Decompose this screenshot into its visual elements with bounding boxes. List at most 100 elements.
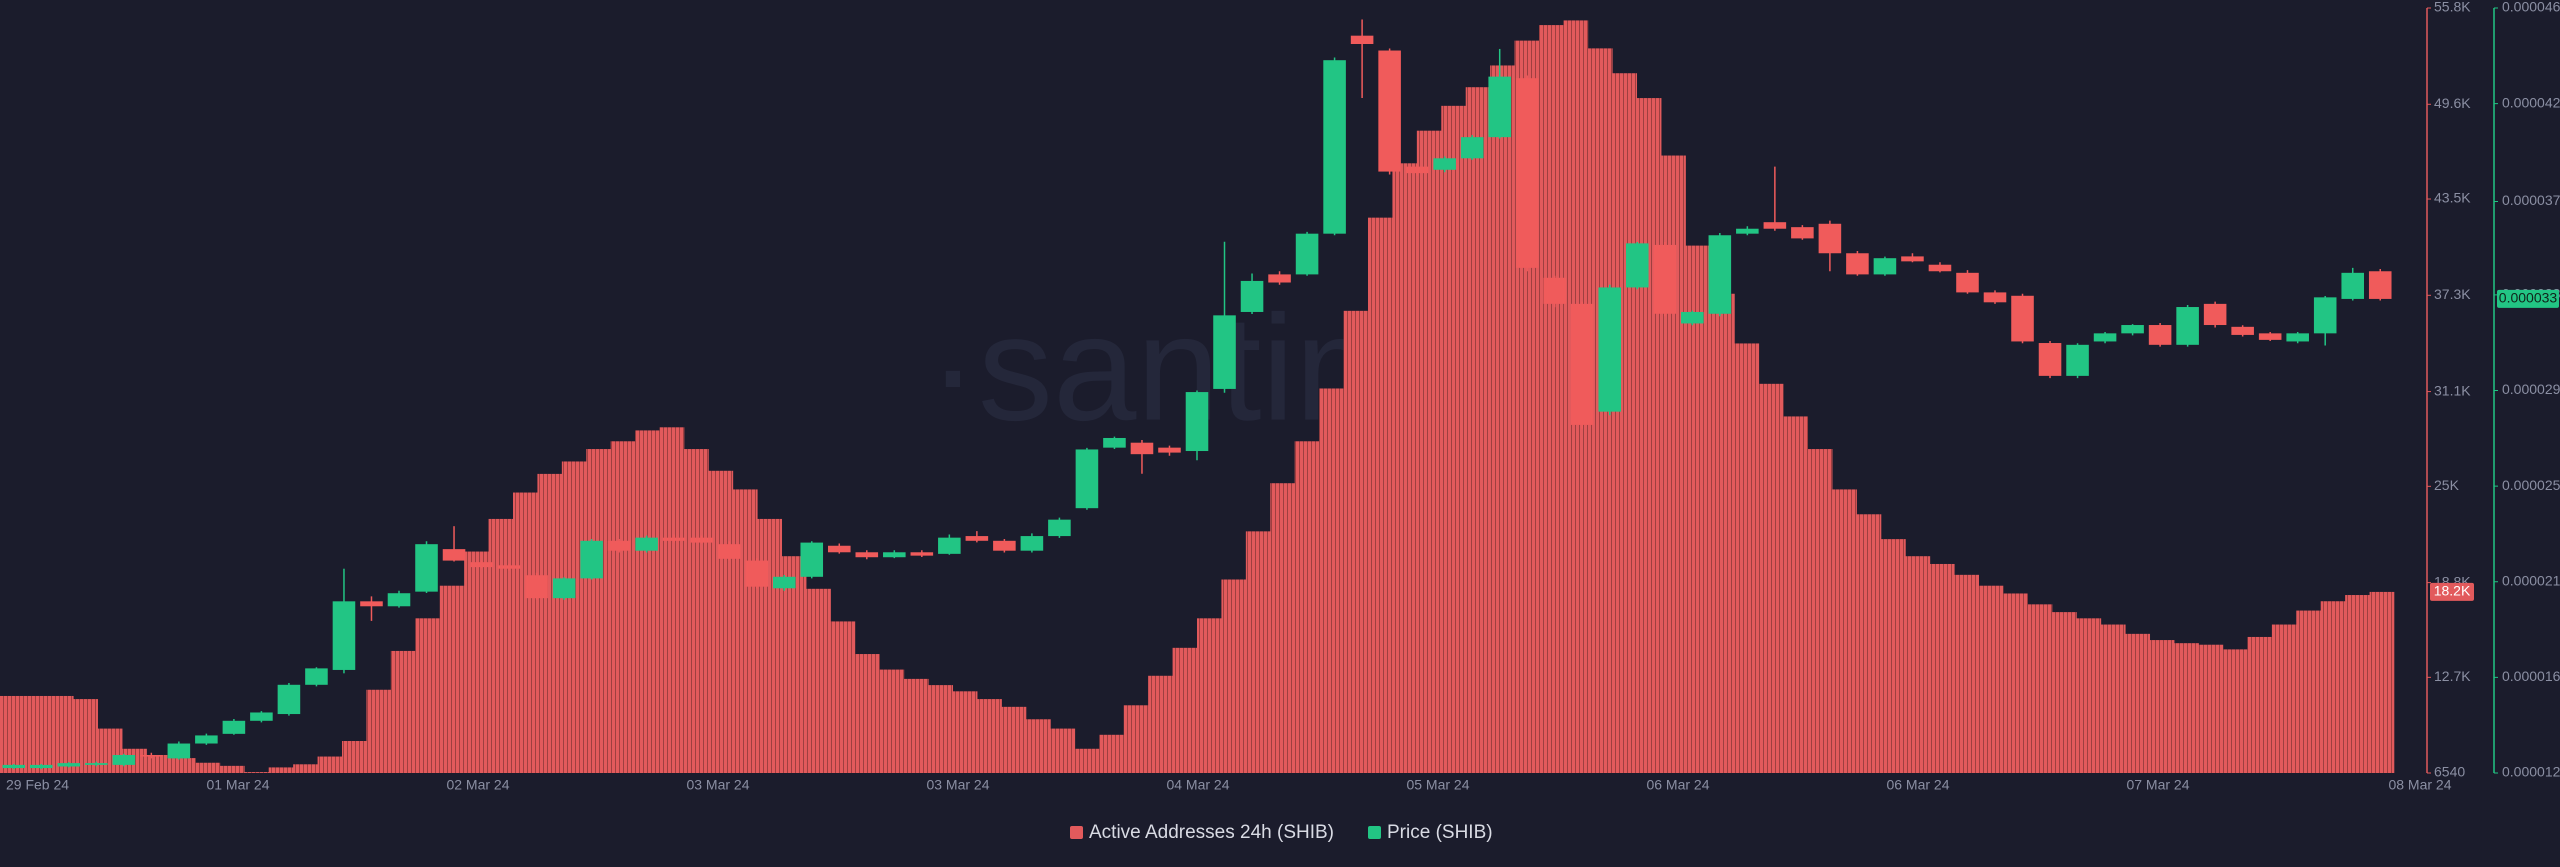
candle-body (1213, 315, 1236, 389)
bar (439, 585, 465, 773)
legend-label: Price (SHIB) (1387, 822, 1493, 843)
bar (1319, 388, 1344, 773)
bar (1783, 416, 1809, 773)
y-tick-label: 49.6K (2434, 95, 2471, 111)
bar (1539, 25, 1564, 774)
x-tick-label: 03 Mar 24 (926, 777, 989, 793)
bar (732, 489, 758, 773)
candle-body (140, 755, 163, 757)
bar (1172, 647, 1198, 773)
bar (2369, 591, 2395, 773)
bar (1294, 441, 1320, 773)
candle-body (332, 601, 356, 670)
candle-body (2286, 333, 2309, 342)
bar (317, 756, 343, 773)
bar (659, 427, 685, 773)
candle-body (1323, 60, 1346, 234)
bar (586, 449, 612, 773)
candle-body (112, 755, 136, 765)
bar (1050, 728, 1076, 773)
bar (1221, 579, 1247, 773)
x-tick-label: 03 Mar 24 (686, 777, 749, 793)
candle-body (1928, 264, 1952, 272)
candle-body (1158, 447, 1181, 453)
bar (2003, 593, 2028, 773)
bar (2247, 636, 2273, 773)
legend-swatch (1070, 826, 1083, 839)
x-tick-label: 04 Mar 24 (1166, 777, 1229, 793)
last-value-box (2497, 289, 2559, 308)
y2-tick-label: 0.000029 (2502, 381, 2560, 397)
candle-body (1405, 166, 1429, 174)
bar (1758, 383, 1784, 773)
bar (2320, 601, 2346, 773)
candle-body (167, 743, 191, 759)
bar (48, 695, 74, 773)
bar (1245, 531, 1271, 773)
bar (830, 621, 856, 773)
bar (415, 618, 441, 773)
legend-swatch (1368, 826, 1381, 839)
bar (2076, 618, 2102, 773)
y-tick-label: 55.8K (2434, 0, 2471, 15)
candle-body (2203, 303, 2227, 326)
bar (488, 518, 514, 773)
y-tick-label: 6540 (2434, 764, 2465, 780)
candle-body (2313, 297, 2337, 334)
candle-body (2093, 333, 2117, 342)
y-tick-label: 12.7K (2434, 668, 2471, 684)
bar (1929, 563, 1955, 773)
bar (1368, 217, 1393, 774)
y-tick-label: 25K (2434, 477, 2460, 493)
bar (1099, 734, 1125, 773)
x-tick-label: 06 Mar 24 (1886, 777, 1949, 793)
bar (879, 669, 905, 773)
bar (1416, 130, 1442, 774)
bar (1343, 310, 1369, 773)
candle-body (717, 544, 741, 559)
candle-body (2, 764, 26, 769)
candle-body (1873, 258, 1897, 275)
bar (2100, 624, 2126, 773)
candle-body (1791, 227, 1814, 239)
bar (708, 470, 734, 773)
bar (806, 588, 831, 773)
candle-body (1185, 392, 1209, 452)
candle-body (772, 576, 796, 589)
candle-body (827, 545, 851, 553)
bar (2027, 604, 2053, 773)
candle-body (1515, 78, 1539, 268)
bar (2223, 649, 2248, 773)
candle-body (1653, 244, 1677, 314)
candle-body (635, 537, 658, 551)
bar (366, 689, 392, 773)
bar (1148, 675, 1173, 773)
bar (2125, 633, 2151, 773)
bar (1197, 618, 1222, 773)
candle-body (2258, 333, 2282, 340)
candle-body (1570, 303, 1594, 425)
candle-body (1763, 222, 1787, 229)
candle-body (2121, 325, 2144, 334)
x-tick-label: 06 Mar 24 (1646, 777, 1709, 793)
bar (1832, 489, 1857, 773)
bar (1905, 556, 1931, 773)
bar (1636, 98, 1662, 774)
candle-body (552, 578, 576, 599)
candle-body (497, 565, 521, 569)
candle-body (1378, 50, 1401, 172)
bar (2271, 624, 2297, 773)
candle-body (662, 537, 686, 541)
candle-body (250, 712, 273, 721)
candle-body (2148, 325, 2172, 345)
bar (513, 492, 538, 773)
bar (1392, 163, 1418, 774)
y-tick-label: 43.5K (2434, 190, 2471, 206)
candle-body (277, 684, 301, 715)
y2-tick-label: 0.000037 (2502, 192, 2560, 208)
bar (2198, 644, 2224, 773)
bar (1612, 73, 1638, 773)
bar (855, 654, 880, 773)
y-tick-label: 31.1K (2434, 382, 2471, 398)
last-value-box (2430, 582, 2474, 601)
